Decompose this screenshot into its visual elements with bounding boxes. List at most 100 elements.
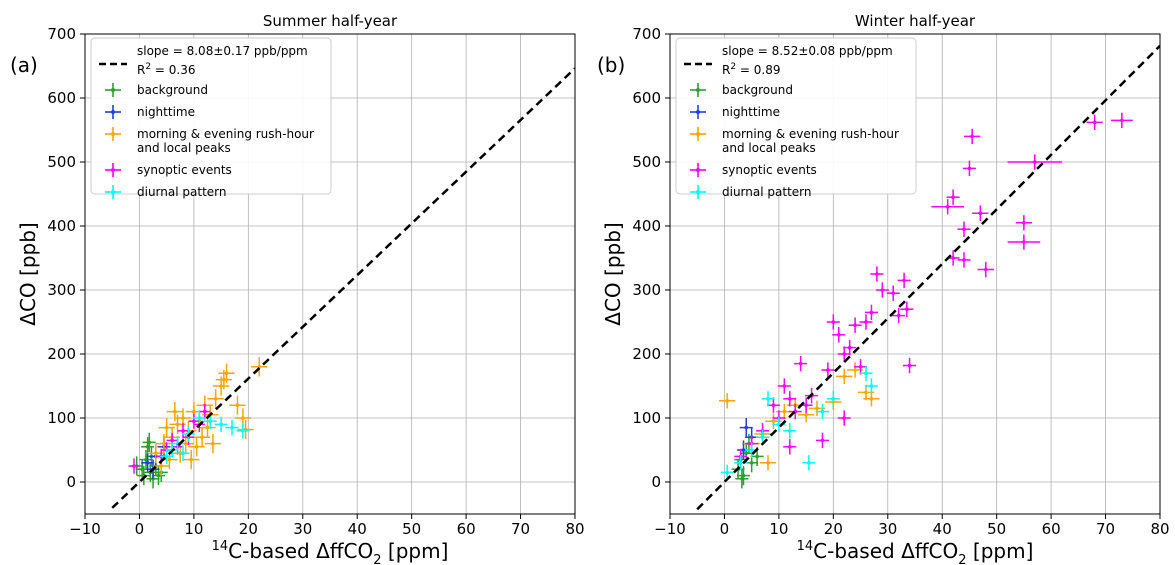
data-point [193, 427, 211, 447]
point-marker [147, 440, 152, 445]
data-point [815, 432, 829, 449]
legend-marker-dot [111, 190, 115, 194]
point-marker [842, 352, 847, 356]
data-point [177, 423, 189, 439]
point-marker [153, 451, 158, 456]
data-point [977, 261, 994, 278]
data-point [886, 285, 900, 301]
point-marker [766, 461, 770, 465]
point-marker [951, 195, 955, 199]
point-marker [222, 377, 226, 382]
point-marker [241, 429, 245, 433]
data-point [815, 403, 829, 420]
data-point [972, 205, 989, 221]
x-tick-label: 40 [933, 520, 952, 538]
data-point [900, 301, 914, 317]
y-tick-label: 400 [47, 217, 76, 235]
point-marker [167, 457, 172, 462]
data-point [962, 160, 976, 177]
point-marker [864, 320, 868, 324]
point-marker [787, 445, 792, 449]
legend-marker-dot [696, 110, 700, 114]
point-marker [725, 470, 729, 475]
legend-label-2: morning & evening rush-hour and local pea… [722, 127, 899, 155]
point-marker [896, 313, 901, 318]
point-marker [224, 371, 229, 376]
data-point [783, 423, 797, 439]
point-marker [831, 320, 836, 324]
x-tick-label: −10 [69, 520, 101, 538]
point-marker [804, 413, 808, 417]
data-point [837, 410, 851, 426]
point-marker [164, 454, 169, 459]
point-marker [905, 307, 909, 312]
x-tick-label: 60 [457, 520, 476, 538]
legend-r2-label: R2 = 0.89 [722, 62, 780, 77]
data-point [848, 317, 862, 333]
point-marker [807, 461, 811, 465]
data-point [236, 423, 250, 439]
point-marker [842, 374, 847, 379]
data-point [176, 445, 190, 461]
legend-r2-label: R2 = 0.36 [137, 62, 195, 77]
y-axis-label: ΔCO [ppb] [601, 222, 625, 325]
data-point [207, 389, 224, 409]
data-point [183, 450, 200, 470]
data-point [859, 314, 873, 330]
point-marker [740, 477, 744, 481]
legend-marker-dot [696, 132, 700, 136]
data-point [864, 378, 878, 394]
point-marker [205, 425, 210, 430]
point-marker [836, 333, 841, 337]
legend-entry-1 [690, 105, 706, 119]
legend-label-3: synoptic events [137, 163, 232, 177]
data-point [199, 403, 211, 420]
point-marker [189, 457, 193, 462]
data-point [204, 434, 222, 454]
data-point [766, 397, 780, 413]
point-marker [962, 227, 966, 231]
legend-fit-label: slope = 8.08±0.17 ppb/ppm [137, 44, 308, 58]
point-marker [749, 461, 754, 465]
point-marker [1120, 118, 1124, 123]
legend-entry-2 [690, 127, 706, 141]
y-tick-label: 100 [47, 409, 76, 427]
x-axis-label: 14C-based ΔffCO2 [ppm] [797, 539, 1034, 565]
legend-entry-4 [105, 185, 121, 199]
data-point [794, 355, 808, 372]
legend-marker-dot [111, 88, 115, 92]
point-marker [853, 323, 857, 328]
data-point [171, 435, 185, 452]
data-point [802, 455, 816, 471]
legend-marker-dot [111, 132, 115, 136]
data-point [1007, 154, 1062, 170]
data-point [783, 391, 797, 407]
point-marker [211, 441, 215, 446]
x-axis-label: 14C-based ΔffCO2 [ppm] [212, 539, 449, 565]
data-point [1015, 215, 1033, 231]
axes-frame [669, 33, 1161, 515]
data-point [892, 307, 906, 324]
data-point [142, 432, 156, 452]
y-tick-label: 500 [632, 153, 661, 171]
point-marker [175, 422, 180, 427]
legend-entry-4 [690, 185, 706, 199]
point-marker [181, 451, 185, 456]
legend: slope = 8.52±0.08 ppb/ppm R2 = 0.89 backgr… [675, 37, 917, 199]
legend-label-4: diurnal pattern [137, 185, 226, 199]
data-point [739, 418, 753, 438]
point-marker [760, 435, 765, 440]
data-point [826, 314, 840, 330]
point-marker [804, 403, 808, 408]
data-point [931, 199, 964, 215]
data-point [870, 266, 884, 282]
legend-entry-3 [105, 163, 121, 177]
panel-a: −10 0 10 20 30 40 50 60 70 80 0 100 200 300 400 500 600 7… [10, 12, 585, 565]
point-marker [1032, 160, 1037, 164]
legend-marker-dot [111, 110, 115, 114]
x-tick-label: 10 [769, 520, 788, 538]
legend-label-1: nighttime [722, 105, 780, 119]
point-marker [192, 409, 196, 414]
point-marker [235, 403, 240, 408]
